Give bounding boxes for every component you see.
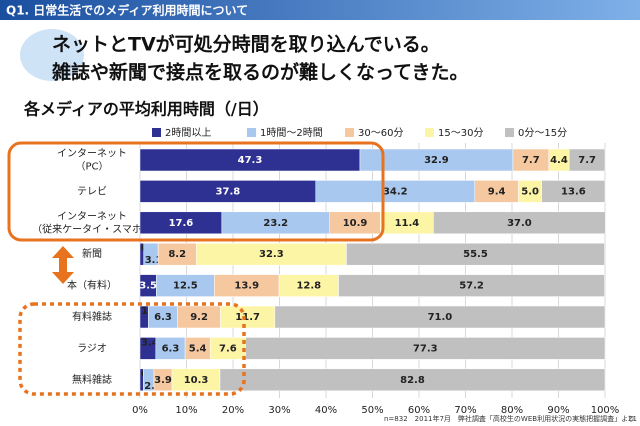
legend-label: 2時間以上 — [165, 127, 211, 139]
value-label: 3.5 — [139, 281, 157, 292]
chart-title: 各メディアの平均利用時間（/日） — [23, 100, 269, 119]
value-label: 4.4 — [550, 155, 568, 166]
legend-label: 15～30分 — [438, 127, 483, 139]
page-number: 21 — [628, 415, 637, 423]
value-label: 23.2 — [263, 218, 288, 229]
legend-swatch — [345, 128, 354, 137]
header-bar — [0, 0, 640, 20]
value-label: 37.0 — [507, 218, 532, 229]
value-label: 3.9 — [154, 375, 172, 386]
x-tick-label: 100% — [591, 405, 620, 416]
y-tick-label: 本（有料） — [67, 279, 117, 292]
x-tick-label: 30% — [268, 405, 290, 416]
value-label: 3.1 — [145, 255, 163, 266]
legend-label: 0分～15分 — [518, 127, 567, 139]
value-label: 32.3 — [259, 249, 284, 260]
bar-segment — [274, 305, 606, 329]
value-label: 47.3 — [238, 155, 263, 166]
value-label: 11.7 — [235, 312, 260, 323]
value-label: 6.3 — [162, 343, 180, 354]
bar-segment — [338, 274, 605, 297]
legend-swatch — [505, 128, 514, 137]
x-tick-label: 40% — [315, 405, 337, 416]
value-label: 71.0 — [428, 312, 453, 323]
x-tick-label: 0% — [132, 405, 148, 416]
value-label: 17.6 — [169, 218, 194, 229]
value-label: 55.5 — [463, 249, 488, 260]
value-label: 57.2 — [459, 281, 484, 292]
value-label: 12.5 — [173, 281, 198, 292]
bar-segment — [219, 368, 606, 392]
value-label: 34.2 — [383, 186, 408, 197]
legend-swatch — [152, 128, 161, 137]
value-label: 7.6 — [219, 343, 237, 354]
value-label: 82.8 — [400, 375, 425, 386]
value-label: 6.3 — [154, 312, 172, 323]
value-label: 5.0 — [521, 186, 539, 197]
value-label: 9.4 — [488, 186, 506, 197]
x-tick-label: 80% — [501, 405, 523, 416]
x-tick-label: 90% — [547, 405, 569, 416]
decoration — [20, 29, 84, 81]
legend-swatch — [247, 128, 256, 137]
y-tick-label: 無料雑誌 — [72, 373, 112, 386]
value-label: 11.4 — [395, 218, 420, 229]
value-label: 13.9 — [234, 281, 259, 292]
legend-label: 1時間～2時間 — [260, 127, 323, 139]
value-label: 3.4 — [141, 337, 159, 348]
value-label: 10.3 — [184, 375, 209, 386]
y-tick-label: ラジオ — [77, 342, 107, 354]
bar-segment — [346, 242, 605, 266]
y-tick-label: インターネット（従来ケータイ・スマホ） — [32, 210, 152, 235]
value-label: 5.4 — [189, 343, 207, 354]
x-tick-label: 50% — [361, 405, 383, 416]
bar-segment — [433, 211, 606, 235]
x-tick-label: 10% — [175, 405, 197, 416]
value-label: 2.3 — [144, 381, 162, 392]
y-tick-label: インターネット（PC） — [57, 148, 127, 173]
headline: 雑誌や新聞で接点を取るのが難しくなってきた。 — [51, 61, 468, 84]
y-tick-label: 有料雑誌 — [72, 310, 112, 323]
x-tick-label: 20% — [222, 405, 244, 416]
header-title: Q1. 日常生活でのメディア利用時間について — [6, 3, 248, 18]
value-label: 7.7 — [522, 155, 540, 166]
value-label: 37.8 — [216, 186, 241, 197]
value-label: 9.2 — [190, 312, 208, 323]
value-label: 77.3 — [413, 343, 438, 354]
value-label: 13.6 — [561, 186, 586, 197]
bar-segment — [568, 148, 606, 172]
y-tick-label: 新聞 — [82, 247, 102, 260]
value-label: 10.9 — [343, 218, 368, 229]
arrow — [52, 246, 74, 284]
value-label: 32.9 — [424, 155, 449, 166]
footnote: n=832 2011年7月 弊社調査「高校生のWEB利用状況の実態把握調査」より — [384, 414, 635, 423]
x-tick-label: 60% — [408, 405, 430, 416]
value-label: 12.8 — [296, 281, 321, 292]
bar-segment — [541, 180, 606, 203]
legend-swatch — [425, 128, 434, 137]
x-tick-label: 70% — [454, 405, 476, 416]
legend-label: 30～60分 — [358, 127, 403, 139]
value-label: 8.2 — [168, 249, 186, 260]
value-label: 7.7 — [578, 155, 596, 166]
highlight-box — [7, 141, 385, 242]
y-tick-label: テレビ — [77, 185, 107, 197]
headline: ネットとTVが可処分時間を取り込んでいる。 — [52, 33, 440, 56]
dotted-box — [18, 302, 246, 396]
